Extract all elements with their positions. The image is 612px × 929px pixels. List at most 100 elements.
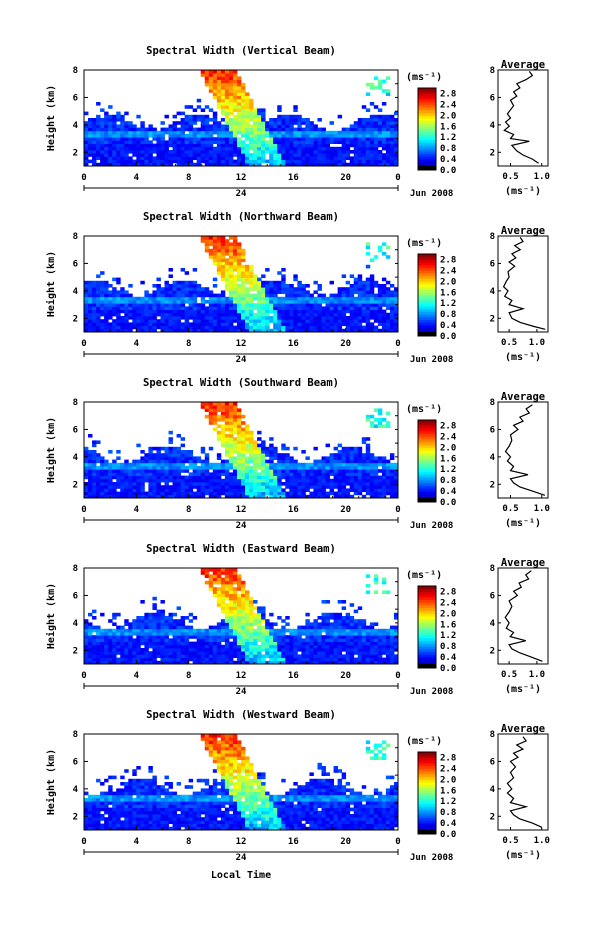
heatmap-cell: [216, 303, 222, 307]
heatmap-cell: [369, 478, 375, 483]
heatmap-cell: [124, 478, 129, 483]
heatmap-cell: [204, 287, 210, 291]
heatmap-cell: [385, 485, 391, 489]
heatmap-cell: [224, 459, 230, 464]
heatmap-cell: [96, 459, 101, 464]
x-tick-label: 16: [288, 505, 299, 515]
heatmap-cell: [136, 156, 141, 160]
heatmap-cell: [337, 287, 343, 291]
heatmap-cell: [220, 638, 226, 642]
heatmap-cell: [245, 648, 250, 652]
heatmap-cell: [136, 153, 141, 157]
heatmap-cell: [245, 95, 250, 100]
heatmap-cell: [265, 130, 270, 135]
heatmap-cell: [92, 322, 97, 326]
heatmap-cell: [241, 118, 246, 122]
heatmap-cell: [152, 162, 157, 167]
heatmap-cell: [176, 635, 182, 639]
heatmap-cell: [228, 274, 234, 278]
heatmap-cell: [164, 280, 169, 285]
heatmap-cell: [369, 293, 375, 298]
heatmap-cell: [104, 660, 109, 665]
heatmap-cell: [160, 628, 165, 633]
heatmap-cell: [289, 654, 294, 658]
heatmap-cell: [116, 462, 121, 467]
average-x-label: (ms⁻¹): [505, 352, 541, 363]
heatmap-cell: [393, 322, 399, 326]
heatmap-cell: [196, 469, 202, 473]
heatmap-cell: [329, 130, 334, 135]
heatmap-cell: [144, 322, 149, 326]
heatmap-cell: [228, 606, 234, 610]
heatmap-cell: [232, 587, 238, 591]
heatmap-cell: [236, 159, 242, 164]
heatmap-cell: [377, 153, 383, 157]
heatmap-cell: [224, 580, 230, 585]
heatmap-cell: [132, 482, 137, 486]
heatmap-cell: [236, 472, 242, 476]
heatmap-cell: [96, 660, 101, 665]
heatmap-cell: [381, 130, 387, 135]
heatmap-cell: [333, 156, 339, 160]
heatmap-cell: [224, 118, 230, 122]
heatmap-cell: [196, 325, 202, 330]
heatmap-cell: [172, 635, 177, 639]
heatmap-cell: [108, 150, 113, 154]
heatmap-cell: [196, 127, 202, 132]
heatmap-cell: [180, 651, 186, 655]
heatmap-cell: [249, 651, 254, 655]
heatmap-cell: [273, 469, 278, 473]
heatmap-cell: [216, 408, 222, 412]
heatmap-cell: [289, 638, 294, 642]
colorbar-swatch: [418, 145, 436, 149]
heatmap-cell: [373, 494, 379, 499]
heatmap-cell: [277, 657, 282, 662]
heatmap-cell: [140, 657, 145, 662]
heatmap-cell: [208, 150, 214, 154]
heatmap-cell: [204, 405, 210, 409]
heatmap-cell: [309, 293, 314, 298]
heatmap-cell: [257, 606, 262, 610]
heatmap-cell: [176, 660, 182, 665]
heatmap-cell: [144, 312, 149, 317]
heatmap-cell: [92, 156, 97, 160]
heatmap-cell: [389, 491, 395, 496]
heatmap-cell: [253, 459, 258, 464]
heatmap-cell: [297, 296, 302, 301]
heatmap-cell: [208, 162, 214, 167]
heatmap-cell: [245, 638, 250, 642]
heatmap-cell: [357, 150, 363, 154]
heatmap-cell: [341, 309, 347, 314]
heatmap-cell: [96, 638, 101, 642]
heatmap-cell: [148, 124, 153, 128]
heatmap-cell: [132, 309, 137, 314]
y-tick-label: 4: [73, 121, 79, 131]
heatmap-cell: [301, 475, 306, 480]
heatmap-cell: [357, 277, 363, 282]
heatmap-cell: [220, 300, 226, 304]
heatmap-cell: [236, 606, 242, 610]
heatmap-cell: [265, 619, 270, 623]
heatmap-cell: [377, 143, 383, 148]
heatmap-cell: [245, 596, 250, 601]
heatmap-cell: [184, 453, 190, 457]
heatmap-cell: [228, 143, 234, 148]
heatmap-cell: [377, 162, 383, 167]
heatmap-cell: [361, 312, 367, 317]
heatmap-cell: [301, 159, 306, 164]
heatmap-cell: [345, 491, 351, 496]
heatmap-cell: [329, 150, 334, 154]
heatmap-cell: [212, 641, 218, 646]
heatmap-cell: [192, 641, 198, 646]
heatmap-cell: [236, 466, 242, 470]
heatmap-cell: [373, 296, 379, 301]
heatmap-cell: [228, 641, 234, 646]
heatmap-cell: [152, 641, 157, 646]
heatmap-cell: [353, 127, 359, 132]
heatmap-cell: [297, 491, 302, 496]
heatmap-cell: [365, 443, 371, 448]
heatmap-cell: [180, 616, 186, 620]
heatmap-cell: [245, 271, 250, 275]
heatmap-cell: [164, 453, 169, 457]
heatmap-cell: [128, 482, 133, 486]
